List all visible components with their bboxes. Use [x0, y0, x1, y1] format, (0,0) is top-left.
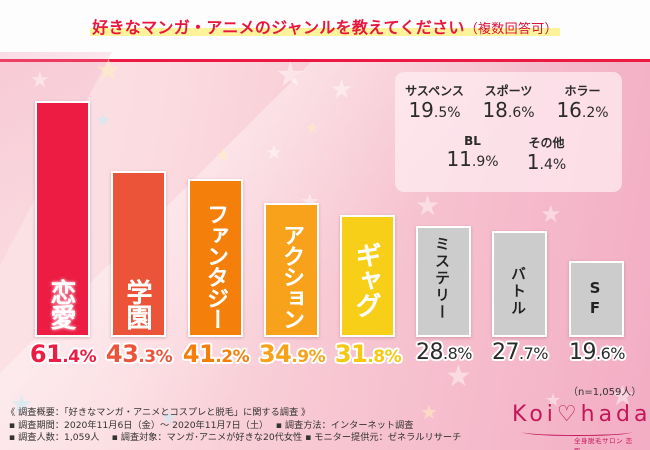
chart-title: 好きなマンガ・アニメのジャンルを教えてください（複数回答可）	[90, 14, 560, 38]
star-icon: ★	[160, 405, 178, 429]
title-divider	[0, 59, 650, 62]
value-action: 34.9%	[258, 340, 326, 368]
bar-action: アクション	[264, 203, 319, 337]
bar-label: バトル	[509, 266, 527, 317]
value-battle: 27.7%	[492, 340, 548, 365]
star-icon: ★	[610, 379, 636, 412]
bar-sf: SF	[569, 261, 624, 337]
sample-size-note: （n=1,059人）	[568, 387, 642, 398]
bar-fantasy: ファンタジー	[188, 179, 243, 337]
value-sf: 19.6%	[569, 340, 625, 365]
panel-item-other: その他 1.4%	[526, 136, 567, 174]
star-icon: ★	[420, 400, 438, 424]
value-romance: 61.4%	[29, 340, 97, 368]
koihada-logo: Koi♡hada 全身脱毛サロン 恋肌	[512, 402, 650, 450]
survey-summary: 《 調査概要：「好きなマンガ・アニメとコスプレと脱毛」に関する調査 》 ▪ 調査…	[6, 407, 462, 443]
star-icon: ★	[215, 145, 232, 166]
logo-subtitle: 全身脱毛サロン 恋肌	[574, 437, 633, 450]
star-icon: ★	[415, 189, 441, 222]
other-genres-panel: サスペンス 19.5% スポーツ 18.6% ホラー 16.2% BL 11.9…	[395, 72, 622, 192]
logo-text: Koi♡hada	[512, 402, 650, 427]
bar-label: ファンタジー	[203, 203, 228, 329]
bar-battle: バトル	[492, 231, 547, 337]
panel-item-bl: BL 11.9%	[446, 134, 499, 171]
title-area: 好きなマンガ・アニメのジャンルを教えてください（複数回答可）	[0, 0, 650, 60]
star-icon: ★	[275, 55, 306, 95]
star-icon: ★	[95, 53, 122, 88]
bar-label: 学園	[122, 279, 152, 329]
star-icon: ★	[445, 359, 472, 394]
panel-item-sports: スポーツ 18.6%	[482, 84, 535, 122]
panel-item-suspense: サスペンス 19.5%	[405, 84, 464, 122]
star-icon: ★	[305, 118, 320, 137]
star-icon: ★	[540, 200, 562, 228]
logo-swoosh	[522, 428, 632, 436]
panel-item-horror: ホラー 16.2%	[556, 84, 609, 122]
value-school: 43.3%	[105, 340, 173, 368]
bar-label: 恋愛	[46, 279, 76, 329]
bar-label: SF	[586, 279, 604, 319]
bar-comedy: ギャグ	[340, 215, 395, 337]
bar-romance: 恋愛	[35, 101, 90, 337]
bar-label: アクション	[279, 224, 304, 329]
star-icon: ★	[330, 75, 354, 105]
value-mystery: 28.8%	[416, 340, 472, 365]
star-icon: ★	[30, 68, 50, 93]
star-icon: ★	[545, 390, 562, 411]
star-icon: ★	[265, 140, 283, 164]
value-comedy: 31.8%	[334, 340, 402, 368]
star-icon: ★	[10, 390, 34, 420]
bar-school: 学園	[111, 171, 166, 337]
value-fantasy: 41.2%	[182, 340, 250, 368]
star-icon: ★	[95, 110, 112, 131]
bar-label: ミステリー	[433, 236, 451, 321]
bar-mystery: ミステリー	[416, 226, 471, 337]
bar-label: ギャグ	[351, 242, 381, 317]
